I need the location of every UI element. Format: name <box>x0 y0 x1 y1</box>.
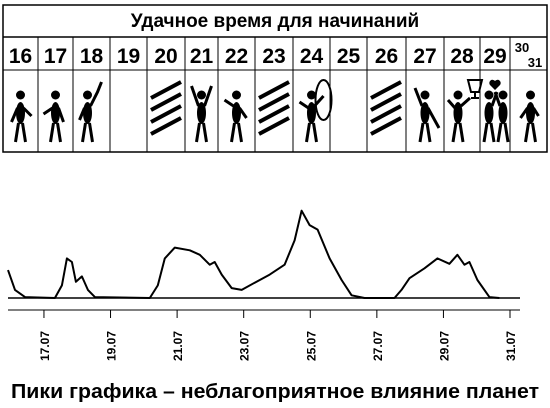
figure-body <box>197 102 206 124</box>
stick-figure <box>223 90 248 143</box>
trophy-icon <box>466 79 484 99</box>
hatch-stripe <box>370 104 402 124</box>
day-number: 26 <box>375 45 398 68</box>
figure-head <box>526 90 535 100</box>
figure-limbs <box>298 94 325 143</box>
hatch-stripe <box>258 92 290 112</box>
figure-limbs <box>446 96 471 143</box>
x-tick-label: 25.07 <box>304 331 318 361</box>
figure-body <box>526 102 535 124</box>
figure-body <box>453 102 463 124</box>
day-number: 28 <box>450 45 474 68</box>
data-line <box>7 209 500 299</box>
hatch-stripe <box>258 104 290 124</box>
stick-figure <box>10 90 33 143</box>
day-number: 19 <box>117 45 140 68</box>
figure-head <box>498 90 508 100</box>
day-number: 23 <box>262 45 285 68</box>
figure-limbs <box>519 107 540 143</box>
day-number: 16 <box>9 45 32 68</box>
heart-icon <box>489 79 501 90</box>
day-number: 24 <box>300 45 324 68</box>
figure-head <box>51 90 60 100</box>
x-tick-label: 29.07 <box>437 331 451 361</box>
hatch-stripe <box>150 116 182 136</box>
x-tick-label: 31.07 <box>504 331 518 361</box>
x-tick-label: 19.07 <box>105 331 119 361</box>
figure-limbs <box>10 106 33 143</box>
figure-limbs <box>413 87 441 143</box>
x-tick-label: 17.07 <box>38 331 52 361</box>
stick-figure <box>519 90 540 143</box>
stick-figure <box>493 90 510 143</box>
figure-limbs <box>78 81 103 143</box>
day-number: 21 <box>190 45 214 68</box>
day-number: 31 <box>528 55 542 70</box>
hatch-stripe <box>370 116 402 136</box>
figure-head <box>16 90 25 100</box>
stick-figure <box>446 90 471 143</box>
stick-figure <box>190 85 213 143</box>
day-number: 29 <box>483 45 506 68</box>
figure-body <box>498 102 508 124</box>
x-tick-label: 27.07 <box>371 331 385 361</box>
stick-figure <box>78 81 103 143</box>
hatch-stripe <box>370 92 402 112</box>
figure-head <box>453 90 463 100</box>
day-number: 22 <box>225 45 248 68</box>
figure-limbs <box>493 91 510 143</box>
x-tick-label: 23.07 <box>238 331 252 361</box>
stick-figure <box>298 90 325 143</box>
hatch-stripe <box>370 80 402 100</box>
stick-figure <box>482 90 499 143</box>
figure-body <box>51 102 60 124</box>
x-tick-label: 21.07 <box>171 331 185 361</box>
scroll-icon <box>314 79 333 121</box>
day-number: 27 <box>413 45 436 68</box>
figure-head <box>83 90 92 100</box>
figure-body <box>83 102 92 124</box>
calendar-frame <box>2 4 548 153</box>
figure-head <box>232 90 241 100</box>
chart-caption: Пики графика – неблагоприятное влияние п… <box>11 381 539 403</box>
figure-head <box>197 90 206 100</box>
hatch-stripe <box>150 80 182 100</box>
figure-head <box>484 90 494 100</box>
day-number: 30 <box>515 40 529 55</box>
figure-body <box>16 102 25 124</box>
stick-figure <box>42 90 65 143</box>
figure-body <box>420 102 430 124</box>
hatch-stripe <box>258 116 290 136</box>
day-number: 20 <box>154 45 177 68</box>
day-number: 18 <box>80 45 104 68</box>
hatch-stripe <box>150 92 182 112</box>
hatch-stripe <box>258 80 290 100</box>
figure-body <box>307 102 316 124</box>
day-number: 17 <box>44 45 67 68</box>
figure-limbs <box>42 106 65 143</box>
figure-head <box>420 90 430 100</box>
hatch-stripe <box>150 104 182 124</box>
figure-body <box>232 102 241 124</box>
stick-figure <box>413 87 441 143</box>
calendar-title: Удачное время для начинаний <box>131 11 419 32</box>
figure-body <box>484 102 494 124</box>
figure-limbs <box>190 85 213 143</box>
day-number: 25 <box>337 45 361 68</box>
figure-limbs <box>223 98 248 143</box>
figure-head <box>307 90 316 100</box>
